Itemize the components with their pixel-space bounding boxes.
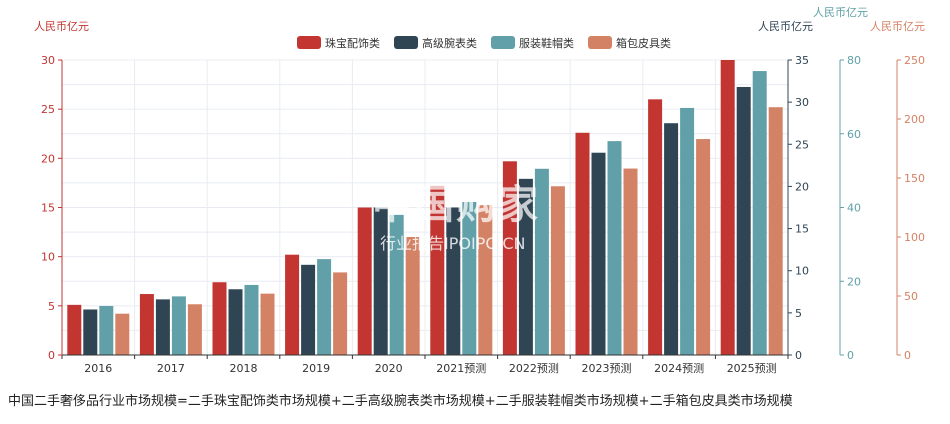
bar[interactable]	[99, 305, 114, 355]
y4-axis-title: 人民币亿元	[870, 20, 925, 33]
y-tick-label: 10	[795, 265, 809, 278]
bar[interactable]	[623, 168, 638, 355]
x-tick-label: 2016	[84, 362, 112, 375]
legend-label: 箱包皮具类	[616, 36, 671, 50]
y-tick-label: 20	[795, 180, 809, 193]
legend-label: 珠宝配饰类	[325, 36, 380, 50]
y-tick-label: 15	[795, 223, 809, 236]
y-tick-label: 0	[48, 349, 55, 362]
bar[interactable]	[139, 294, 154, 355]
bar[interactable]	[430, 185, 445, 355]
bar[interactable]	[518, 178, 533, 355]
y-tick-label: 200	[904, 113, 925, 126]
bar[interactable]	[648, 99, 663, 355]
y-tick-label: 250	[904, 54, 925, 67]
x-tick-label: 2023预测	[582, 362, 632, 375]
bar[interactable]	[607, 141, 622, 355]
bar[interactable]	[244, 284, 259, 355]
bar[interactable]	[446, 207, 461, 356]
bar[interactable]	[212, 282, 227, 355]
bar[interactable]	[534, 168, 549, 355]
legend-label: 高级腕表类	[422, 36, 477, 50]
bar[interactable]	[736, 86, 751, 355]
y-tick-label: 20	[41, 152, 55, 165]
bar[interactable]	[575, 132, 590, 355]
x-tick-label: 2018	[230, 362, 258, 375]
x-tick-label: 2022预测	[509, 362, 559, 375]
y-tick-label: 0	[847, 349, 854, 362]
y3-axis-title: 人民币亿元	[813, 6, 868, 19]
watermark-subtitle: 行业报告IPOIPO.CN	[380, 234, 526, 253]
legend-swatch	[297, 36, 321, 49]
x-tick-label: 2019	[302, 362, 330, 375]
bar[interactable]	[317, 259, 332, 355]
bar[interactable]	[333, 272, 348, 355]
bar[interactable]	[720, 60, 735, 355]
legend-swatch	[394, 36, 418, 49]
y-tick-label: 100	[904, 231, 925, 244]
axes: 2016 2017 2018 2019 2020 2021预测 2022预测 2023预测 20…	[41, 54, 925, 375]
bar[interactable]	[285, 254, 300, 355]
y-tick-label: 150	[904, 172, 925, 185]
y-tick-label: 5	[48, 300, 55, 313]
x-tick-label: 2020	[375, 362, 403, 375]
y-tick-label: 30	[41, 54, 55, 67]
y2-axis-title: 人民币亿元	[758, 20, 813, 33]
y-tick-label: 25	[795, 138, 809, 151]
y-tick-label: 35	[795, 54, 809, 67]
y-tick-label: 0	[795, 349, 802, 362]
bar[interactable]	[550, 186, 565, 355]
bar[interactable]	[752, 71, 767, 355]
bar[interactable]	[502, 161, 517, 355]
legend[interactable]: 珠宝配饰类 高级腕表类 服装鞋帽类 箱包皮具类	[297, 36, 671, 50]
legend-item[interactable]: 箱包皮具类	[588, 36, 671, 50]
bar[interactable]	[67, 304, 82, 355]
legend-item[interactable]: 高级腕表类	[394, 36, 477, 50]
bar[interactable]	[228, 289, 243, 355]
bar[interactable]	[373, 207, 388, 356]
legend-label: 服装鞋帽类	[519, 36, 574, 50]
bar[interactable]	[389, 214, 404, 355]
y1-axis-title: 人民币亿元	[34, 20, 89, 33]
bar[interactable]	[155, 299, 170, 355]
bar[interactable]	[680, 107, 695, 355]
bar[interactable]	[478, 205, 493, 355]
bar[interactable]	[171, 296, 186, 355]
bar[interactable]	[462, 201, 477, 355]
bar[interactable]	[115, 313, 130, 355]
bar[interactable]	[405, 237, 420, 355]
legend-item[interactable]: 服装鞋帽类	[491, 36, 574, 50]
y-tick-label: 30	[795, 96, 809, 109]
chart-caption: 中国二手奢侈品行业市场规模=二手珠宝配饰类市场规模+二手高级腕表类市场规模+二手…	[8, 394, 793, 409]
bar[interactable]	[357, 207, 372, 356]
y-tick-label: 25	[41, 103, 55, 116]
y-tick-label: 5	[795, 307, 802, 320]
y-tick-label: 10	[41, 251, 55, 264]
x-tick-label: 2024预测	[654, 362, 704, 375]
bar[interactable]	[301, 264, 316, 355]
x-tick-label: 2021预测	[436, 362, 486, 375]
y-tick-label: 0	[904, 349, 911, 362]
bar[interactable]	[664, 123, 679, 355]
y-tick-label: 50	[904, 290, 918, 303]
watermark-title: 中国购家	[372, 182, 540, 228]
y-tick-label: 20	[847, 275, 861, 288]
bar[interactable]	[768, 107, 783, 355]
y-tick-label: 80	[847, 54, 861, 67]
grouped-bar-chart: 2016 2017 2018 2019 2020 2021预测 2022预测 2023预测 20…	[41, 36, 925, 375]
x-tick-label: 2025预测	[727, 362, 777, 375]
legend-swatch	[491, 36, 515, 49]
bar[interactable]	[83, 309, 98, 355]
bars	[67, 60, 783, 356]
bar[interactable]	[187, 304, 202, 355]
y-tick-label: 60	[847, 128, 861, 141]
bar[interactable]	[260, 293, 275, 355]
bar[interactable]	[696, 139, 711, 355]
x-tick-label: 2017	[157, 362, 185, 375]
legend-swatch	[588, 36, 612, 49]
y-tick-label: 15	[41, 202, 55, 215]
legend-item[interactable]: 珠宝配饰类	[297, 36, 380, 50]
bar[interactable]	[591, 152, 606, 355]
y-tick-label: 40	[847, 202, 861, 215]
